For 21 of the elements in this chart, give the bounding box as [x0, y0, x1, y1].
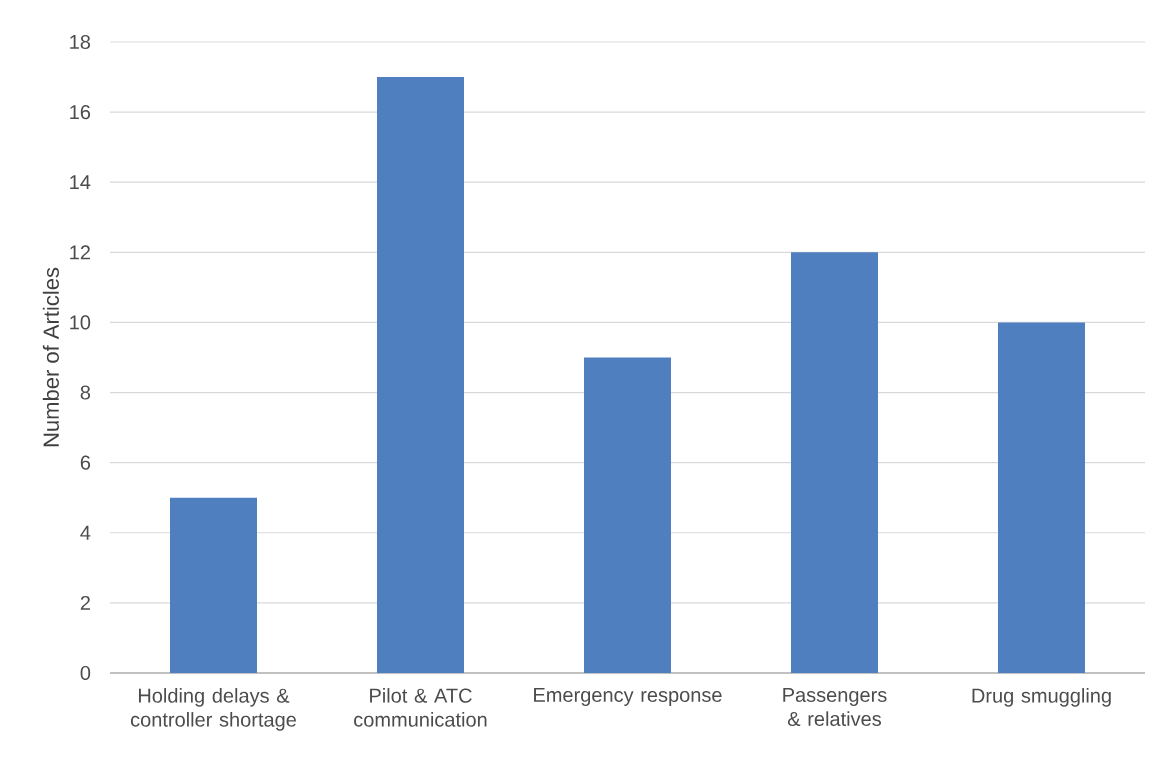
x-tick-label: Drug smuggling: [972, 688, 1111, 707]
bar: [170, 497, 257, 673]
bar: [377, 77, 464, 673]
x-tick-label: Pilot & ATC communication: [354, 688, 487, 727]
y-tick-label: 12: [70, 245, 90, 260]
y-tick-label: 6: [80, 455, 91, 470]
y-tick-label: 16: [70, 105, 91, 120]
y-tick-label: 4: [80, 525, 91, 540]
y-tick-label: 2: [80, 595, 90, 610]
y-tick-label: 14: [70, 175, 91, 190]
bar: [791, 252, 878, 673]
bar: [997, 322, 1085, 673]
y-tick-label: 0: [80, 665, 91, 681]
bar: [584, 357, 671, 673]
y-tick-label: 8: [80, 385, 91, 400]
y-tick-label: 10: [70, 315, 91, 330]
y-axis-title: Number of Articles: [42, 267, 59, 447]
x-tick-label: Passengers & relatives: [783, 688, 887, 726]
x-tick-label: Emergency response: [534, 688, 722, 706]
x-tick-label: Holding delays & controller shortage: [130, 688, 296, 731]
y-tick-label: 18: [70, 34, 91, 50]
